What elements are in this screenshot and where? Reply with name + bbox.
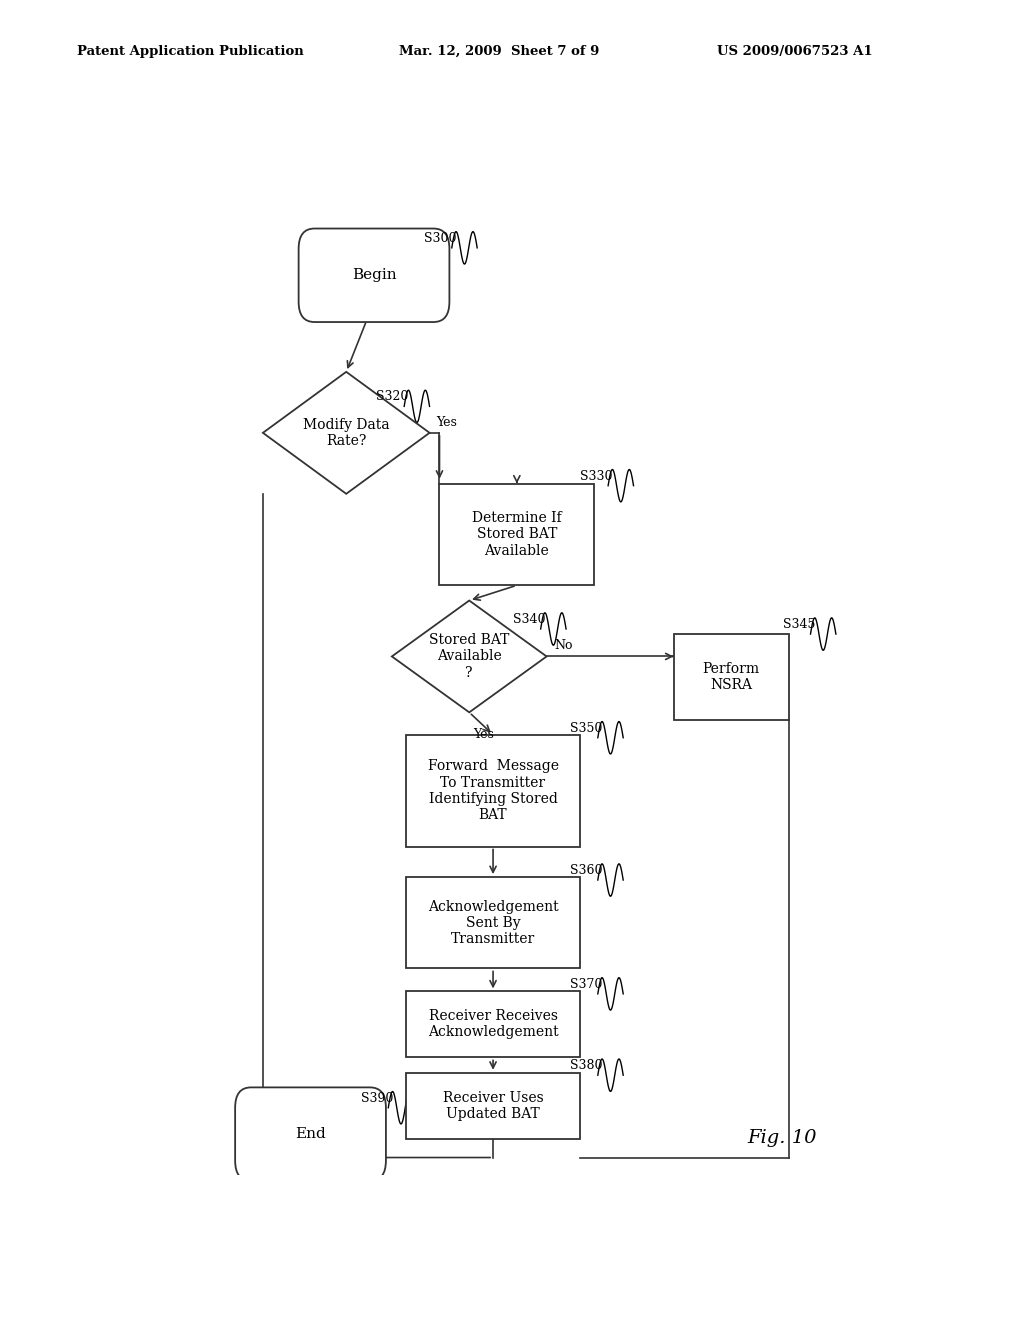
Text: Yes: Yes [473, 727, 495, 741]
Text: Patent Application Publication: Patent Application Publication [77, 45, 303, 58]
Text: Begin: Begin [351, 268, 396, 282]
Text: Forward  Message
To Transmitter
Identifying Stored
BAT: Forward Message To Transmitter Identifyi… [428, 759, 558, 822]
Text: S380: S380 [570, 1059, 602, 1072]
Text: US 2009/0067523 A1: US 2009/0067523 A1 [717, 45, 872, 58]
Text: S300: S300 [424, 232, 457, 244]
Text: Yes: Yes [436, 416, 457, 429]
Text: S350: S350 [570, 722, 602, 735]
Bar [674, 634, 788, 719]
Text: Modify Data
Rate?: Modify Data Rate? [303, 417, 389, 447]
Bar [406, 991, 581, 1057]
FancyBboxPatch shape [236, 1088, 386, 1181]
Bar [406, 735, 581, 846]
Polygon shape [263, 372, 430, 494]
Bar [406, 876, 581, 969]
Text: S320: S320 [377, 391, 409, 404]
Text: S330: S330 [581, 470, 612, 483]
Polygon shape [392, 601, 547, 713]
FancyBboxPatch shape [299, 228, 450, 322]
Text: Receiver Uses
Updated BAT: Receiver Uses Updated BAT [442, 1090, 544, 1121]
Text: S340: S340 [513, 612, 546, 626]
Text: Mar. 12, 2009  Sheet 7 of 9: Mar. 12, 2009 Sheet 7 of 9 [399, 45, 600, 58]
Text: No: No [555, 639, 573, 652]
Text: End: End [295, 1127, 326, 1142]
Text: Fig. 10: Fig. 10 [748, 1129, 816, 1147]
Text: S345: S345 [782, 618, 815, 631]
Text: Receiver Receives
Acknowledgement: Receiver Receives Acknowledgement [428, 1010, 558, 1039]
Text: Stored BAT
Available
?: Stored BAT Available ? [429, 634, 509, 680]
Text: Acknowledgement
Sent By
Transmitter: Acknowledgement Sent By Transmitter [428, 899, 558, 946]
Text: Perform
NSRA: Perform NSRA [702, 661, 760, 692]
Text: S390: S390 [360, 1092, 393, 1105]
Text: Determine If
Stored BAT
Available: Determine If Stored BAT Available [472, 511, 562, 557]
Bar [439, 483, 594, 585]
Text: S370: S370 [570, 978, 602, 991]
Text: S360: S360 [570, 865, 602, 876]
Bar [406, 1073, 581, 1139]
